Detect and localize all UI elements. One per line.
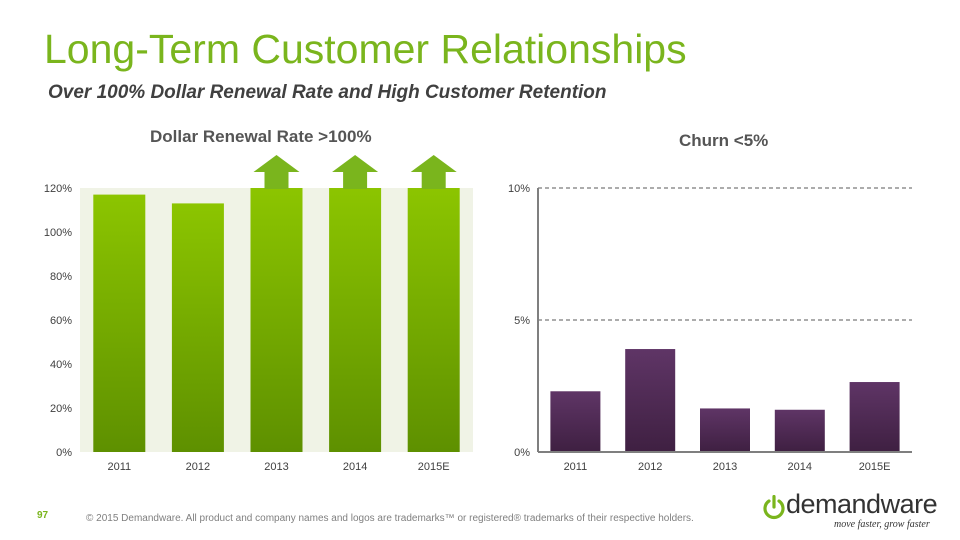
up-arrow-icon xyxy=(410,155,457,189)
renewal-y-tick-label: 60% xyxy=(50,315,72,327)
logo-tagline: move faster, grow faster xyxy=(834,519,930,530)
churn-y-tick-label: 5% xyxy=(514,315,530,327)
copyright-footer: © 2015 Demandware. All product and compa… xyxy=(86,513,694,524)
renewal-y-tick-label: 20% xyxy=(50,403,72,415)
page-subtitle: Over 100% Dollar Renewal Rate and High C… xyxy=(48,82,607,103)
renewal-y-tick-label: 0% xyxy=(56,447,72,459)
renewal-chart-title: Dollar Renewal Rate >100% xyxy=(150,127,372,146)
renewal-y-tick-label: 80% xyxy=(50,271,72,283)
churn-y-tick-label: 10% xyxy=(508,183,530,195)
churn-x-tick-label: 2011 xyxy=(564,461,588,473)
churn-x-tick-label: 2014 xyxy=(788,461,812,473)
renewal-rate-chart: 0% 20% 40% 60% 80% 100% 120% 2011 2012 2013 2014 20… xyxy=(44,155,473,473)
demandware-logo: demandware move faster, grow faster xyxy=(762,489,938,532)
renewal-bar xyxy=(250,188,303,452)
renewal-y-tick-label: 120% xyxy=(44,183,72,195)
renewal-bar xyxy=(407,188,460,452)
up-arrow-icon xyxy=(253,155,300,189)
churn-bar xyxy=(849,382,900,451)
page-title: Long-Term Customer Relationships xyxy=(44,26,687,72)
churn-x-tick-label: 2015E xyxy=(859,461,891,473)
churn-bar xyxy=(774,409,825,451)
churn-bar xyxy=(625,349,676,451)
renewal-bar xyxy=(171,203,224,452)
renewal-y-tick-label: 100% xyxy=(44,227,72,239)
renewal-x-tick-label: 2015E xyxy=(418,461,450,473)
churn-chart: 0% 5% 10% 2011 2012 2013 2014 2015E xyxy=(508,183,912,473)
power-icon xyxy=(763,495,785,520)
churn-bar xyxy=(700,408,750,451)
churn-x-tick-label: 2013 xyxy=(713,461,737,473)
renewal-x-tick-label: 2012 xyxy=(186,461,210,473)
renewal-y-tick-label: 40% xyxy=(50,359,72,371)
page-number: 97 xyxy=(37,510,49,521)
renewal-x-tick-label: 2013 xyxy=(264,461,288,473)
renewal-bar xyxy=(93,194,146,452)
renewal-bar xyxy=(329,188,382,452)
churn-chart-title: Churn <5% xyxy=(679,131,769,150)
up-arrow-icon xyxy=(332,155,379,189)
churn-x-tick-label: 2012 xyxy=(638,461,662,473)
churn-y-tick-label: 0% xyxy=(514,447,530,459)
renewal-x-tick-label: 2011 xyxy=(107,461,131,473)
churn-bar xyxy=(550,391,601,451)
renewal-x-tick-label: 2014 xyxy=(343,461,367,473)
logo-wordmark: demandware xyxy=(786,489,938,519)
